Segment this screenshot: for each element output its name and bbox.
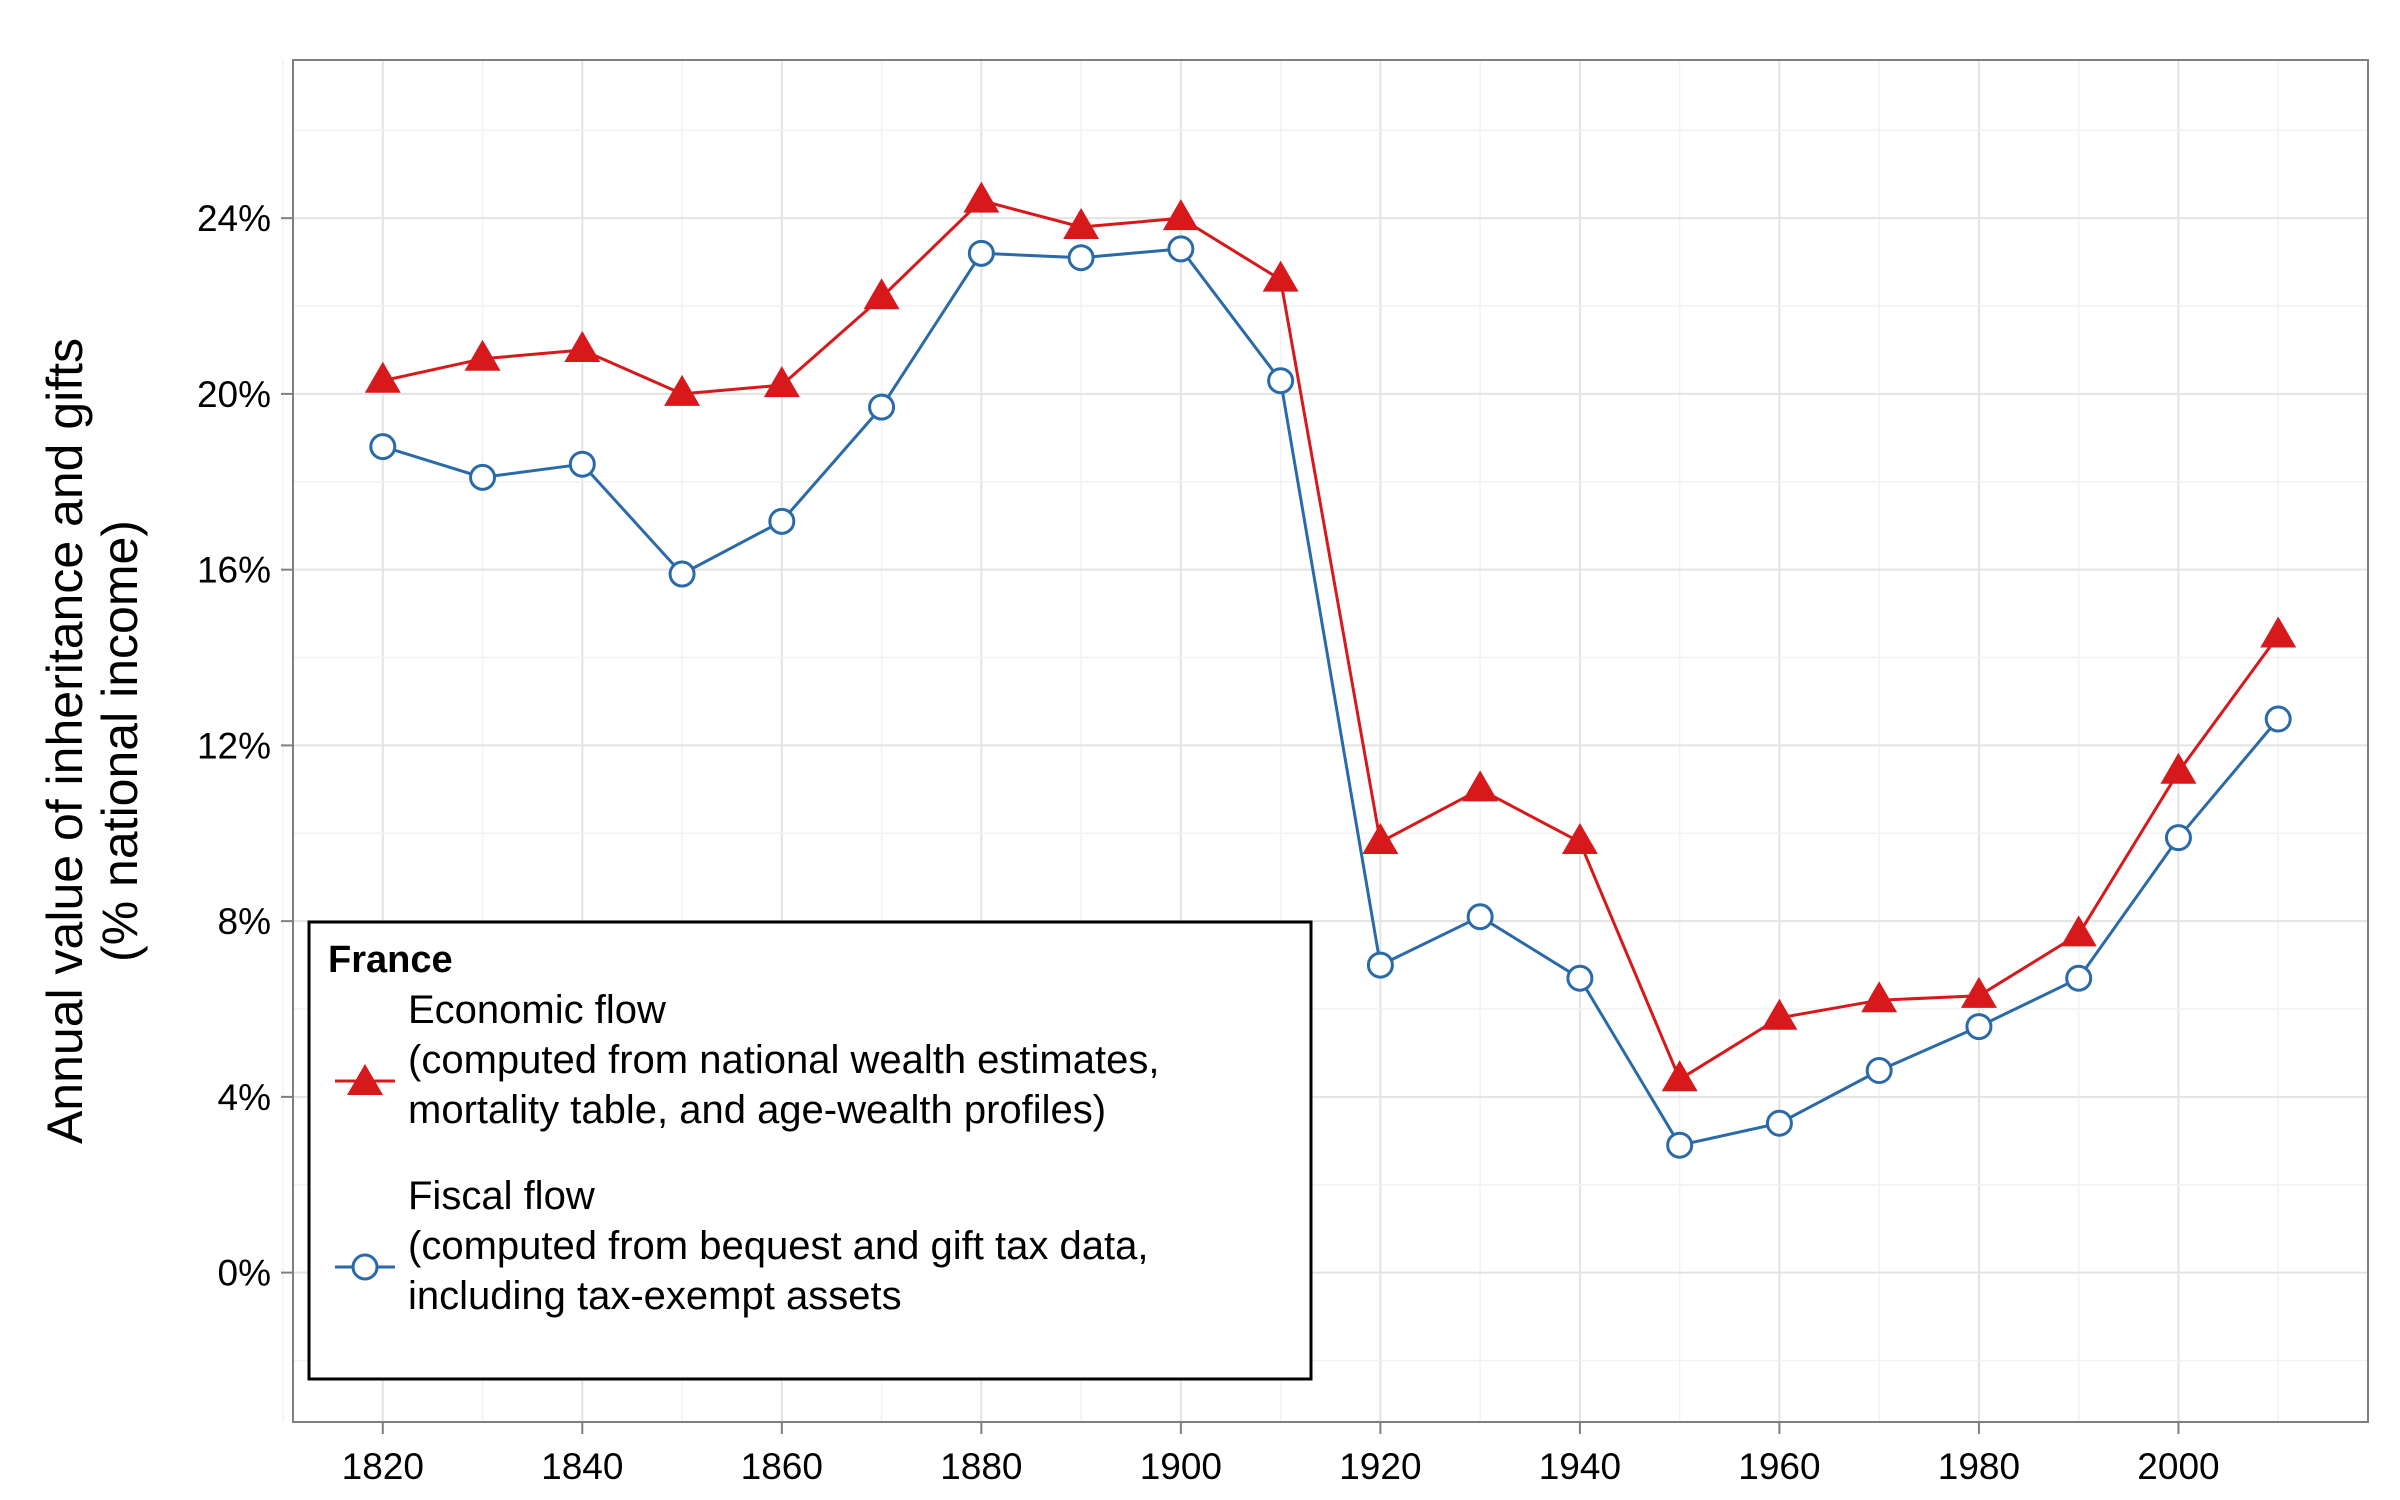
data-point [1167,235,1195,263]
x-tick-label: 1860 [741,1446,823,1487]
y-tick-label: 20% [197,374,271,415]
data-point [1162,199,1199,231]
x-tick-label: 1980 [1938,1446,2020,1487]
y-tick-label: 12% [197,725,271,766]
series-1 [369,235,2292,1159]
legend-fiscal-line-1: Fiscal flow [408,1174,595,1218]
y-axis-title-line-1: Annual value of inheritance and gifts [37,338,93,1144]
data-point [1960,976,1997,1008]
data-point [967,239,995,267]
data-point [1366,951,1394,979]
data-point [1561,823,1598,855]
legend-economic-line-3: mortality table, and age-wealth profiles… [408,1088,1106,1132]
data-point [668,560,696,588]
data-point [1466,903,1494,931]
x-tick-label: 1880 [940,1446,1022,1487]
data-point [1262,260,1299,292]
legend-economic-line-1: Economic flow [408,988,666,1032]
series-line [382,199,2280,1081]
data-point [1462,770,1499,802]
data-point [768,507,796,535]
x-tick-label: 1940 [1539,1446,1621,1487]
legend-fiscal-line-3: including tax-exempt assets [408,1274,902,1318]
y-axis-title-line-2: (% national income) [92,520,148,962]
data-point [1666,1131,1694,1159]
data-point [568,450,596,478]
y-tick-label: 8% [218,901,271,942]
data-point [664,374,701,406]
plot-border [292,59,2369,1423]
data-point [1865,1057,1893,1085]
data-point [1765,1109,1793,1137]
series-lines [364,181,2297,1159]
data-point [1067,244,1095,272]
y-tick-label: 4% [218,1077,271,1118]
data-point [2164,824,2192,852]
data-point [1063,207,1100,239]
data-point [868,393,896,421]
data-point [369,433,397,461]
data-point [963,181,1000,213]
x-tick-label: 2000 [2137,1446,2219,1487]
legend: France Economic flow (computed from nati… [307,920,1313,1381]
data-point [1861,981,1898,1013]
data-point [469,463,497,491]
x-tick-label: 1900 [1140,1446,1222,1487]
data-point [2060,915,2097,947]
y-tick-label: 16% [197,550,271,591]
data-point [364,361,401,393]
x-tick-label: 1920 [1339,1446,1421,1487]
x-tick-label: 1840 [541,1446,623,1487]
data-point [2264,705,2292,733]
data-point [2160,752,2197,784]
data-point [763,366,800,398]
x-tick-label: 1820 [342,1446,424,1487]
data-point [564,330,601,362]
legend-title: France [328,939,453,981]
y-tick-label: 0% [218,1253,271,1294]
data-point [1566,964,1594,992]
legend-fiscal-line-2: (computed from bequest and gift tax data… [408,1224,1148,1268]
legend-key-marker-economic [347,1064,383,1095]
axes: 1820 1840 1860 1880 1900 1920 1940 1960 1980 2000… [197,198,2220,1487]
y-tick-label: 24% [197,198,271,239]
legend-key-marker-fiscal [351,1253,379,1281]
legend-economic-line-2: (computed from national wealth estimates… [408,1038,1159,1082]
data-point [1661,1060,1698,1092]
data-point [1267,367,1295,395]
data-point [1965,1013,1993,1041]
series-line [382,247,2280,1147]
x-tick-label: 1960 [1738,1446,1820,1487]
data-point [2065,964,2093,992]
series-0 [364,181,2297,1092]
y-axis-title: Annual value of inheritance and gifts (%… [37,338,148,1144]
data-point [1761,998,1798,1030]
data-point [1362,823,1399,855]
legend-box [307,920,1313,1381]
data-point [863,278,900,310]
data-point [464,339,501,371]
data-point [2260,616,2297,648]
